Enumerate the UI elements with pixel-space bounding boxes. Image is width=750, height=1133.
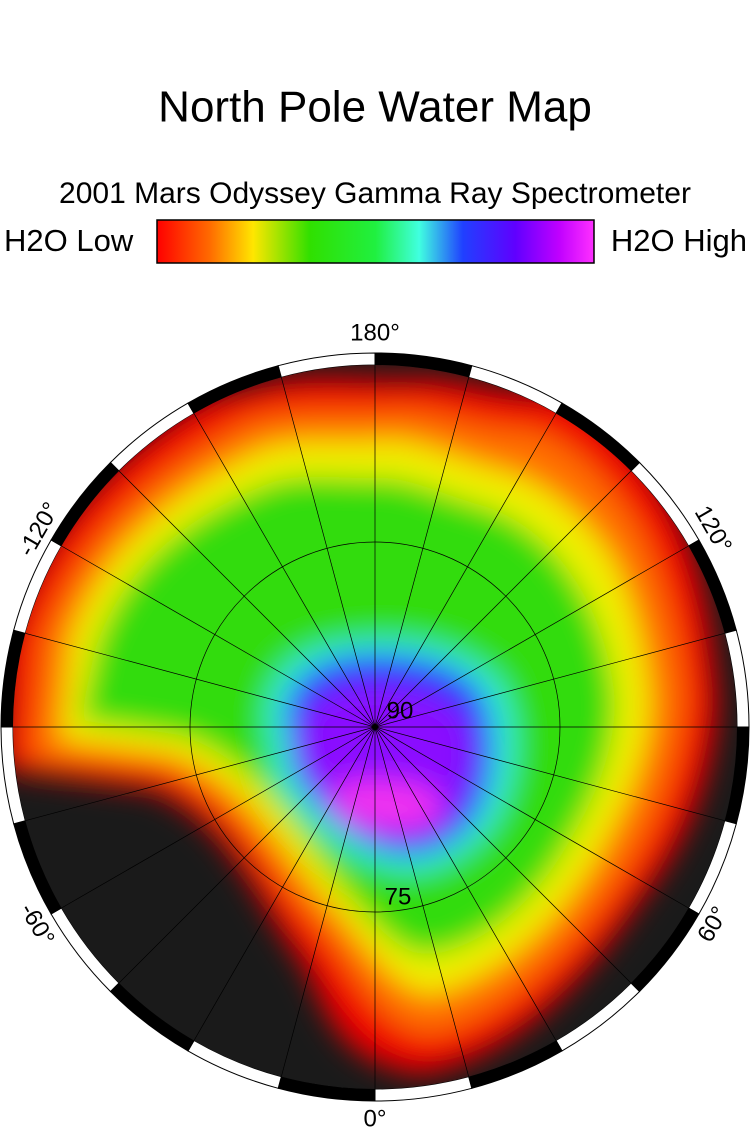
meridian-line	[374, 726, 632, 984]
meridian-line	[374, 470, 632, 728]
meridian-line	[374, 377, 470, 728]
meridian-line	[280, 726, 376, 1077]
map-border	[0, 352, 750, 1102]
latitude-label-pole: 90	[387, 697, 414, 724]
meridian-line	[280, 377, 376, 728]
graticule	[13, 365, 737, 1089]
colorbar-low-label: H2O Low	[4, 223, 134, 258]
latitude-label-ring: 75	[385, 883, 412, 910]
meridian-line	[25, 726, 376, 822]
meridian-line	[25, 632, 376, 728]
meridian-line	[61, 545, 376, 728]
longitude-label: 0°	[364, 1105, 387, 1132]
subtitle: 2001 Mars Odyssey Gamma Ray Spectrometer	[59, 177, 691, 210]
meridian-line	[193, 413, 376, 728]
meridian-line	[374, 726, 689, 909]
meridian-line	[374, 632, 725, 728]
pole-marker	[372, 724, 378, 730]
meridian-line	[118, 726, 376, 984]
meridian-line	[193, 726, 376, 1041]
meridian-line	[374, 545, 689, 728]
meridian-line	[374, 726, 557, 1041]
meridian-line	[61, 726, 376, 909]
map	[13, 365, 737, 1089]
meridian-line	[118, 470, 376, 728]
longitude-label: 180°	[350, 319, 400, 346]
zone-magenta	[330, 779, 443, 831]
colorbar-high-label: H2O High	[611, 223, 747, 258]
meridian-line	[374, 726, 725, 822]
colorbar	[156, 219, 595, 264]
title: North Pole Water Map	[158, 83, 592, 132]
meridian-line	[374, 726, 470, 1077]
meridian-line	[374, 413, 557, 728]
